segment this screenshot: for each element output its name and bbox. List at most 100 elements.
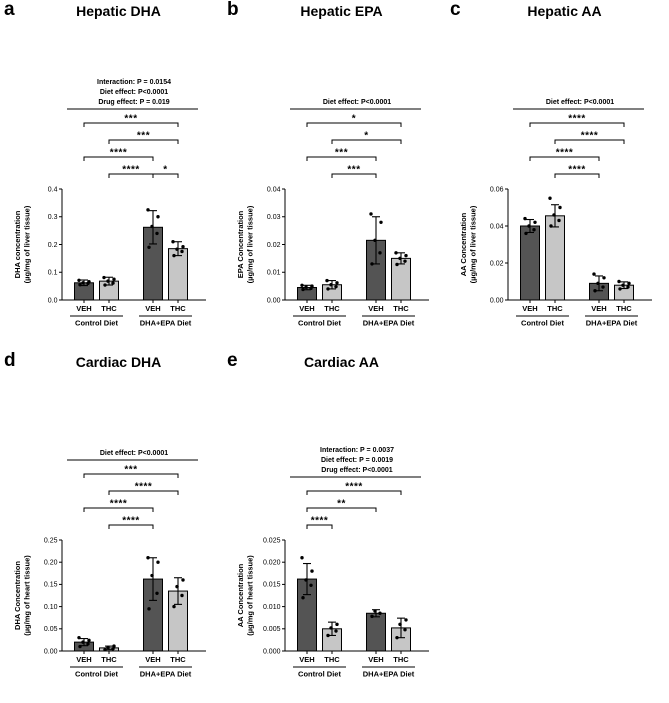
significance-label: **** — [581, 131, 599, 142]
stats-text: Interaction: P = 0.0037 — [320, 447, 394, 454]
data-point — [111, 281, 115, 285]
y-axis-label-line1: DHA concentration — [13, 210, 22, 278]
significance-label: *** — [335, 148, 348, 159]
y-tick-label: 0.0 — [48, 297, 58, 304]
x-category-label: THC — [170, 304, 186, 313]
y-tick-label: 0.1 — [48, 270, 58, 277]
y-axis-label-line2: (µg/mg of heart tissue) — [246, 555, 255, 636]
x-category-label: VEH — [76, 304, 91, 313]
y-tick-label: 0.04 — [267, 186, 281, 193]
stats-text: Drug effect: P<0.0001 — [321, 467, 392, 474]
data-point — [150, 573, 154, 578]
data-point — [370, 262, 374, 266]
group-label: DHA+EPA Diet — [586, 319, 638, 328]
group-label: Control Diet — [521, 319, 564, 328]
y-tick-label: 0.020 — [263, 560, 281, 567]
data-point — [601, 285, 605, 289]
significance-label: **** — [122, 516, 140, 527]
chart-cardiac-dha: ***************Diet effect: P<0.00010.00… — [13, 450, 206, 679]
x-category-label: THC — [324, 304, 340, 313]
data-point — [102, 275, 106, 280]
data-point — [523, 216, 527, 221]
y-tick-label: 0.03 — [267, 214, 281, 221]
significance-label: **** — [110, 499, 128, 510]
data-point — [155, 231, 159, 236]
data-point — [524, 231, 528, 236]
significance-label: **** — [311, 516, 329, 527]
y-tick-label: 0.00 — [44, 648, 58, 655]
x-category-label: VEH — [522, 304, 537, 313]
data-point — [626, 285, 630, 289]
data-point — [146, 556, 150, 560]
data-point — [181, 245, 185, 249]
bar-thc-dha-epa — [168, 248, 188, 301]
data-point — [156, 215, 160, 219]
data-point — [379, 220, 383, 224]
data-point — [329, 626, 333, 630]
empty-cell — [446, 351, 669, 703]
x-category-label: VEH — [368, 304, 383, 313]
data-point — [334, 284, 338, 289]
x-category-label: VEH — [76, 655, 91, 664]
data-point — [527, 224, 531, 228]
panel-c: c Hepatic AA **** **** **** **** Diet effect… — [446, 0, 669, 351]
significance-label: * — [352, 114, 356, 125]
x-category-label: VEH — [368, 655, 383, 664]
y-tick-label: 0.005 — [263, 626, 281, 633]
x-category-label: THC — [547, 304, 563, 313]
data-point — [81, 281, 85, 285]
y-axis-label-line2: (µg/mg of liver tissue) — [246, 205, 255, 283]
data-point — [103, 647, 107, 652]
data-point — [106, 279, 110, 283]
significance-label: **** — [135, 482, 153, 493]
chart-hepatic-dha: **** ***********Drug effect: P = 0.019Die… — [13, 79, 206, 328]
x-category-label: THC — [393, 655, 409, 664]
data-point — [172, 253, 176, 258]
significance-bracket — [83, 473, 179, 478]
data-point — [300, 556, 304, 560]
data-point — [618, 287, 622, 291]
data-point — [81, 640, 85, 644]
data-point — [335, 622, 339, 627]
chart-hepatic-epa: ********Diet effect: P<0.00010.000.010.0… — [236, 99, 429, 328]
bar-veh-control — [520, 225, 540, 301]
significance-bracket — [554, 139, 625, 144]
stats-text: Diet effect: P<0.0001 — [546, 99, 614, 106]
data-point — [150, 224, 154, 229]
y-axis-label-line1: AA Concentration — [459, 212, 468, 276]
stats-text: Drug effect: P = 0.019 — [98, 99, 169, 106]
data-point — [78, 283, 82, 287]
x-category-label: THC — [324, 655, 340, 664]
data-point — [325, 278, 329, 283]
significance-bracket — [306, 122, 402, 127]
data-point — [155, 591, 159, 595]
significance-bracket — [108, 490, 179, 495]
panel-a: a Hepatic DHA **** * **** *** *** Drug effect… — [0, 0, 223, 351]
data-point — [373, 609, 377, 613]
y-tick-label: 0.01 — [267, 270, 281, 277]
panel-letter-c: c — [450, 0, 461, 20]
data-point — [87, 638, 91, 643]
y-tick-label: 0.00 — [490, 297, 504, 304]
data-point — [147, 245, 151, 249]
data-point — [398, 622, 402, 627]
significance-bracket — [83, 507, 154, 512]
y-axis-label-line1: DHA Concentration — [13, 561, 22, 630]
data-point — [77, 278, 81, 282]
data-point — [404, 253, 408, 258]
data-point — [310, 284, 314, 288]
data-point — [309, 583, 313, 587]
data-point — [86, 642, 90, 646]
data-point — [552, 213, 556, 217]
significance-label: **** — [110, 148, 128, 159]
group-label: Control Diet — [75, 670, 118, 679]
data-point — [617, 279, 621, 284]
x-category-label: THC — [393, 304, 409, 313]
data-point — [558, 205, 562, 210]
group-label: Control Diet — [298, 670, 341, 679]
stats-text: Diet effect: P<0.0001 — [100, 450, 168, 457]
group-label: Control Diet — [75, 319, 118, 328]
significance-label: *** — [124, 465, 137, 476]
panel-title-cardiac-dha: Cardiac DHA — [75, 354, 162, 370]
